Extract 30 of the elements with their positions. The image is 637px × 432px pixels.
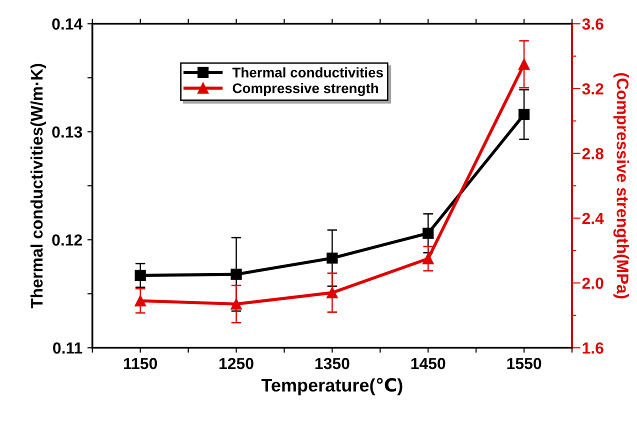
point [422, 253, 434, 264]
x-axis-title: Temperature(℃) [261, 378, 402, 396]
x-tick-label: 1150 [124, 358, 158, 370]
point [230, 298, 242, 310]
point [518, 58, 530, 70]
y2-tick-label: 2.0 [582, 278, 604, 289]
x-tick-label: 1250 [220, 358, 254, 370]
point [326, 287, 338, 298]
x-tick-label: 1350 [315, 358, 350, 370]
y-tick-label: 0.11 [53, 342, 82, 354]
legend-label: Compressive strength [232, 82, 378, 96]
y2-tick-label: 2.4 [582, 212, 604, 224]
y2-tick-label: 1.6 [582, 342, 604, 354]
point [422, 228, 434, 239]
y-tick-label: 0.14 [52, 18, 83, 30]
legend-label: Thermal conductivities [232, 67, 383, 78]
point [326, 252, 338, 264]
point [134, 295, 146, 306]
x-tick-label: 1450 [411, 358, 446, 370]
y-tick-label: 0.12 [52, 234, 82, 246]
y2-tick-label: 3.6 [582, 18, 604, 30]
y2-tick-label: 2.8 [582, 148, 604, 160]
y2-axis-title: (Compressive strength(MPa) [613, 73, 629, 298]
x-tick-label: 1550 [507, 358, 542, 370]
y-tick-label: 0.13 [52, 126, 82, 138]
point [230, 268, 242, 280]
y2-tick-label: 3.2 [582, 83, 604, 95]
point [518, 108, 530, 120]
point [134, 270, 146, 281]
y-axis-title: Thermal conductivities(W/m·K) [30, 64, 46, 308]
